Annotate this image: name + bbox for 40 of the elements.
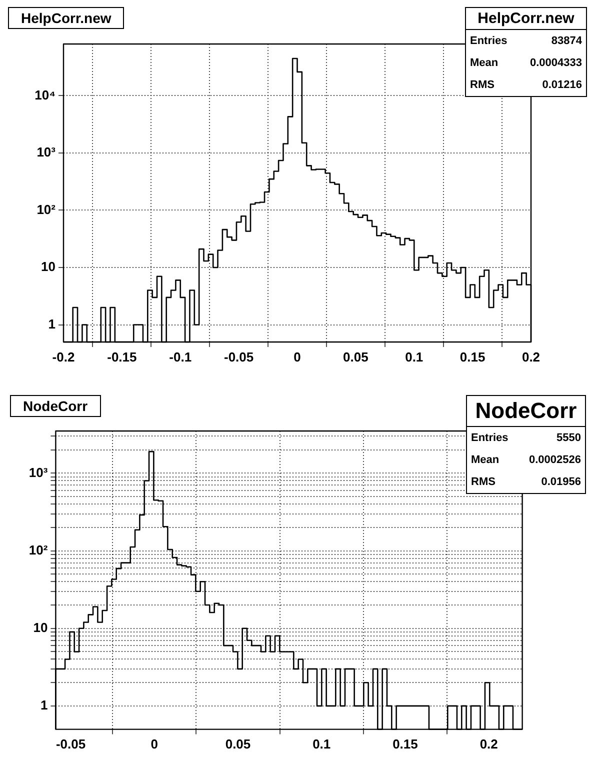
x-tick-label: 0.1: [405, 349, 424, 364]
y-tick-label: 10: [41, 259, 56, 274]
y-tick-label: 1: [48, 316, 56, 332]
y-tick-label: 10⁴: [34, 87, 56, 102]
annotation: RMS: [471, 476, 496, 488]
text: HelpCorr.new: [466, 8, 586, 30]
y-tick-label: 10: [33, 620, 48, 635]
annotation: Mean: [470, 57, 498, 69]
text: 0.01956: [541, 476, 581, 488]
chart-title: NodeCorr: [10, 395, 101, 417]
x-tick-label: 0.15: [460, 349, 486, 364]
y-tick-label: 10²: [36, 202, 56, 217]
x-tick-label: 0.2: [480, 736, 498, 752]
x-tick-label: 0: [294, 349, 301, 364]
x-tick-label: 0.15: [392, 736, 418, 752]
y-tick-label: 10³: [28, 464, 48, 480]
x-tick-label: -0.05: [56, 736, 86, 752]
x-tick-label: -0.15: [107, 349, 137, 364]
x-tick-label: 0.05: [225, 736, 251, 752]
text: 0.0002526: [529, 454, 581, 466]
x-tick-label: 0: [150, 736, 158, 752]
y-tick-label: 10²: [28, 542, 48, 558]
x-tick-label: 0.1: [312, 736, 331, 752]
y-tick-label: 10³: [36, 144, 56, 160]
x-tick-label: 0.2: [522, 349, 540, 364]
annotation: Entries: [470, 35, 508, 47]
annotation: RMS: [470, 79, 494, 91]
x-tick-label: 0.05: [343, 349, 368, 364]
annotation: Mean: [471, 454, 500, 466]
x-tick-label: -0.2: [52, 349, 75, 364]
x-tick-label: -0.1: [169, 349, 192, 364]
annotation: Entries: [471, 432, 508, 444]
text: 83874: [551, 35, 582, 47]
chart-title: HelpCorr.new: [8, 7, 124, 29]
text: 0.01216: [542, 79, 582, 91]
text: NodeCorr: [467, 396, 585, 427]
y-tick-label: 1: [40, 698, 48, 713]
annotation: 0.0004333: [530, 57, 582, 69]
text: 5550: [556, 432, 581, 444]
x-tick-label: -0.05: [224, 349, 254, 364]
